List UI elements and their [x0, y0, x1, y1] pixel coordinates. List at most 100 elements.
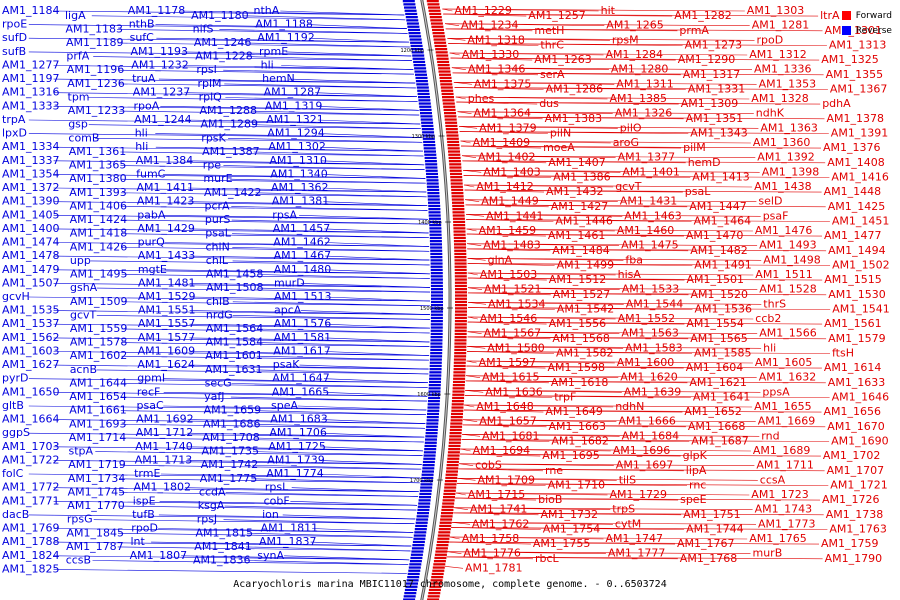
forward-gene-mark [427, 595, 440, 598]
reverse-gene-mark [427, 192, 440, 195]
gene-connector-line [244, 560, 409, 565]
forward-gene-mark [445, 476, 458, 480]
reverse-gene-mark [428, 211, 441, 214]
forward-gene-mark [441, 92, 454, 96]
reverse-gene-mark [426, 416, 439, 419]
gene-connector-line [186, 460, 422, 465]
reverse-gene-mark [430, 284, 443, 288]
forward-gene-label: AM1_1461 [548, 229, 606, 242]
forward-gene-label: AM1_1494 [828, 244, 886, 257]
forward-gene-label: AM1_1763 [829, 523, 887, 536]
gene-connector-line [119, 492, 419, 497]
forward-gene-mark [454, 243, 466, 246]
gene-connector-line [460, 448, 751, 452]
gene-connector-line [467, 331, 758, 335]
reverse-gene-label: chlL [206, 254, 229, 267]
forward-gene-label: AM1_1542 [557, 303, 615, 316]
gene-connector-line [257, 287, 431, 293]
gene-connector-line [188, 364, 429, 370]
kbp-ticks: 1200 kbp 1300 kbp 1400 kbp 1500 kbp 1600 kbp… [401, 48, 453, 484]
reverse-gene-mark [431, 291, 443, 294]
reverse-gene-label: AM1_1713 [135, 453, 193, 466]
forward-gene-label: AM1_1762 [472, 517, 530, 530]
forward-gene-label: AM1_1697 [616, 459, 674, 472]
gene-connector-line [281, 65, 414, 70]
reverse-gene-mark [429, 358, 442, 361]
reverse-gene-mark [407, 572, 420, 576]
gene-connector-line [184, 92, 418, 97]
forward-gene-label: AM1_1605 [755, 356, 813, 369]
gene-connector-line [118, 69, 415, 75]
reverse-gene-label: recF [137, 385, 160, 398]
reverse-gene-mark [406, 19, 419, 22]
reverse-gene-label: lnt [131, 535, 146, 548]
reverse-gene-label: AM1_1333 [2, 99, 60, 112]
reverse-gene-label: AM1_1706 [269, 426, 327, 439]
reverse-gene-mark [425, 163, 438, 166]
gene-connector-line [252, 124, 421, 129]
reverse-gene-label: AM1_1237 [133, 86, 191, 99]
reverse-gene-mark [431, 288, 443, 291]
gene-connector-line [253, 451, 423, 456]
reverse-gene-label: AM1_1228 [195, 50, 253, 63]
reverse-gene-mark [426, 419, 439, 422]
gene-connector-line [53, 555, 410, 561]
gene-connector-line [462, 424, 826, 428]
reverse-gene-label: synA [257, 549, 284, 562]
gene-connector-line [163, 392, 428, 397]
forward-gene-mark [445, 121, 458, 124]
reverse-gene-mark [416, 518, 429, 521]
forward-gene-mark [444, 486, 457, 489]
forward-gene-label: AM1_1475 [621, 239, 679, 252]
forward-gene-mark [430, 19, 443, 22]
gene-connector-line [156, 37, 410, 43]
gene-connector-line [449, 536, 748, 540]
gene-connector-line [297, 405, 427, 411]
forward-gene-mark [432, 28, 444, 32]
gene-connector-line [452, 72, 824, 76]
reverse-gene-label: AM1_1334 [2, 140, 60, 153]
reverse-gene-mark [420, 115, 433, 118]
gene-connector-line [465, 375, 757, 379]
gene-connector-line [231, 219, 429, 225]
gene-connector-line [447, 38, 755, 41]
gene-connector-line [189, 296, 431, 302]
gene-connector-line [53, 351, 430, 356]
forward-gene-mark [454, 265, 467, 268]
reverse-gene-label: AM1_1236 [67, 77, 125, 90]
forward-gene-label: AM1_1646 [832, 391, 890, 404]
reverse-gene-label: trmE [134, 467, 160, 480]
reverse-gene-mark [427, 198, 440, 201]
reverse-gene-mark [425, 169, 438, 172]
reverse-gene-label: AM1_1387 [202, 145, 260, 158]
gene-connector-line [219, 29, 408, 34]
gene-connector-line [53, 160, 425, 166]
forward-gene-label: AM1_1702 [823, 449, 881, 462]
reverse-gene-label: AM1_1462 [273, 236, 331, 249]
reverse-gene-mark [430, 252, 443, 256]
reverse-gene-label: AM1_1577 [138, 331, 196, 344]
gene-connector-line [463, 409, 822, 413]
forward-gene-label: AM1_1412 [476, 180, 534, 193]
gene-connector-line [467, 287, 758, 291]
reverse-gene-label: AM1_1189 [66, 36, 124, 49]
reverse-gene-mark [414, 67, 427, 70]
reverse-gene-mark [415, 524, 428, 528]
gene-connector-line [463, 170, 760, 173]
reverse-gene-label: AM1_1192 [257, 31, 315, 44]
gene-connector-line [120, 396, 427, 402]
gene-connector-line [466, 351, 831, 354]
forward-gene-mark [453, 358, 466, 361]
gene-connector-line [299, 215, 428, 220]
forward-gene-label: AM1_1413 [692, 171, 750, 184]
forward-gene-label: AM1_1544 [626, 297, 684, 310]
gene-connector-line [251, 478, 420, 484]
reverse-gene-mark [430, 339, 443, 342]
forward-gene-mark [435, 550, 448, 553]
forward-gene-mark [428, 9, 441, 12]
forward-gene-label: AM1_1484 [552, 244, 610, 257]
reverse-gene-mark [414, 528, 427, 531]
reverse-gene-label: AM1_1319 [265, 99, 323, 112]
gene-connector-line [223, 519, 415, 524]
reverse-gene-label: ispE [133, 494, 156, 507]
